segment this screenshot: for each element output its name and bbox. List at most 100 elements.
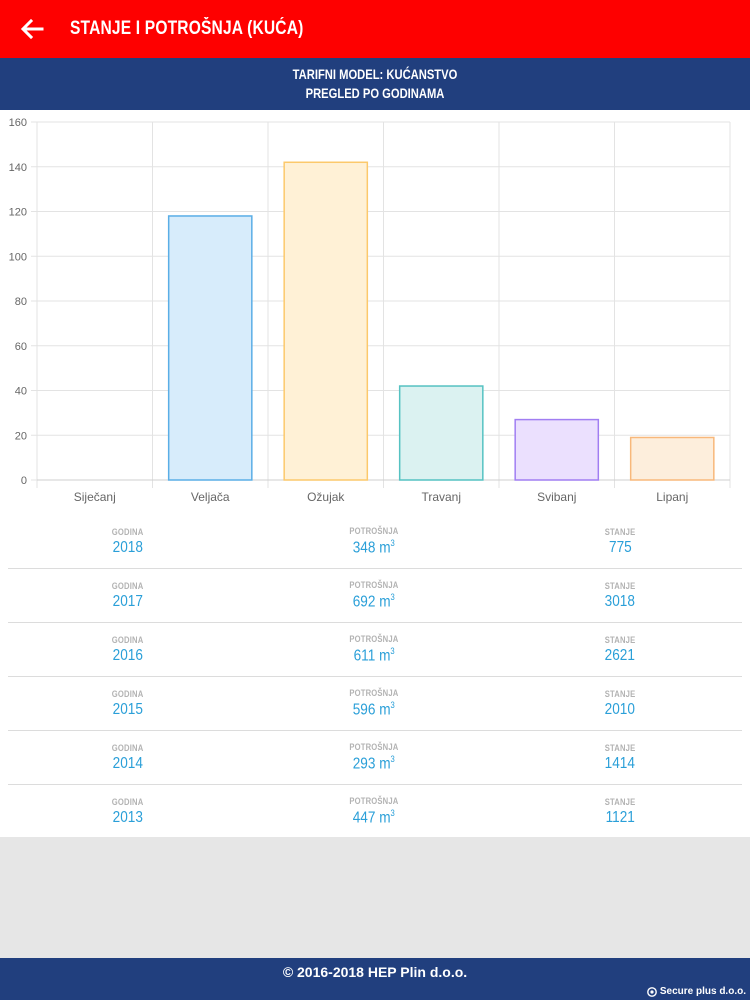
- table-row: GODINA 2016 POTROŠNJA 611 m3 STANJE 2621: [8, 623, 742, 677]
- y-tick-label: 80: [15, 296, 27, 308]
- state-cell: STANJE 1121: [520, 785, 720, 838]
- state-label: STANJE: [604, 526, 636, 537]
- unit: m: [379, 809, 391, 827]
- year-value: 2017: [112, 592, 144, 610]
- table-row: GODINA 2014 POTROŠNJA 293 m3 STANJE 1414: [8, 731, 742, 785]
- state-value: 1414: [604, 754, 636, 772]
- table-row: GODINA 2017 POTROŠNJA 692 m3 STANJE 3018: [8, 569, 742, 623]
- consumption-value: 611 m3: [353, 646, 394, 665]
- page-title: STANJE I POTROŠNJA (KUĆA): [70, 18, 304, 39]
- unit-exponent: 3: [390, 807, 396, 818]
- x-tick-label: Ožujak: [307, 490, 345, 504]
- back-button[interactable]: [0, 0, 64, 58]
- yearly-table: GODINA 2018 POTROŠNJA 348 m3 STANJE 775 GODINA…: [0, 515, 750, 837]
- y-tick-label: 40: [15, 386, 27, 398]
- consumption-value: 692 m3: [353, 592, 395, 611]
- unit-exponent: 3: [390, 699, 396, 710]
- consumption-label: POTROŠNJA: [349, 687, 399, 698]
- x-tick-label: Svibanj: [537, 490, 576, 504]
- consumption-value: 348 m3: [353, 538, 395, 557]
- consumption-number: 611: [353, 647, 376, 665]
- bar: [514, 418, 600, 481]
- consumption-value: 447 m3: [353, 808, 395, 827]
- unit-exponent: 3: [390, 753, 396, 764]
- state-value: 1121: [605, 808, 635, 826]
- year-label: GODINA: [112, 742, 144, 753]
- consumption-cell: POTROŠNJA 348 m3: [274, 515, 474, 568]
- state-value: 2621: [604, 646, 636, 664]
- year-cell: GODINA 2013: [28, 785, 228, 838]
- consumption-label: POTROŠNJA: [349, 795, 399, 806]
- unit: m: [378, 647, 391, 665]
- state-value: 775: [608, 538, 632, 556]
- state-cell: STANJE 3018: [520, 569, 720, 622]
- consumption-number: 293: [352, 755, 376, 773]
- year-cell: GODINA 2015: [28, 677, 228, 730]
- consumption-cell: POTROŠNJA 447 m3: [274, 785, 474, 838]
- table-row: GODINA 2015 POTROŠNJA 596 m3 STANJE 2010: [8, 677, 742, 731]
- consumption-value: 293 m3: [353, 754, 395, 773]
- x-tick-label: Lipanj: [656, 490, 688, 504]
- year-cell: GODINA 2018: [28, 515, 228, 568]
- consumption-cell: POTROŠNJA 596 m3: [274, 677, 474, 730]
- consumption-cell: POTROŠNJA 611 m3: [274, 623, 474, 676]
- bar: [629, 436, 715, 481]
- bar: [398, 385, 484, 481]
- year-label: GODINA: [112, 580, 144, 591]
- year-value: 2015: [112, 700, 144, 718]
- x-tick-label: Travanj: [421, 490, 461, 504]
- consumption-value: 596 m3: [353, 700, 395, 719]
- unit: m: [379, 593, 391, 611]
- year-label: GODINA: [112, 634, 144, 645]
- table-row: GODINA 2018 POTROŠNJA 348 m3 STANJE 775: [8, 515, 742, 569]
- state-label: STANJE: [604, 742, 636, 753]
- consumption-label: POTROŠNJA: [349, 579, 399, 590]
- year-cell: GODINA 2017: [28, 569, 228, 622]
- state-value: 3018: [604, 592, 636, 610]
- footer: © 2016-2018 HEP Plin d.o.o. Secure plus …: [0, 958, 750, 1000]
- year-value: 2018: [112, 538, 144, 556]
- state-cell: STANJE 1414: [520, 731, 720, 784]
- overview-label: PREGLED PO GODINAMA: [305, 85, 445, 101]
- y-tick-label: 100: [9, 251, 27, 263]
- arrow-left-icon: [20, 18, 44, 40]
- consumption-label: POTROŠNJA: [349, 525, 399, 536]
- bar: [283, 161, 369, 481]
- y-tick-label: 160: [9, 117, 27, 129]
- unit: m: [379, 539, 391, 557]
- state-label: STANJE: [604, 796, 636, 807]
- unit: m: [379, 701, 391, 719]
- copyright-text: © 2016-2018 HEP Plin d.o.o.: [282, 964, 468, 980]
- consumption-cell: POTROŠNJA 692 m3: [274, 569, 474, 622]
- year-cell: GODINA 2016: [28, 623, 228, 676]
- x-tick-label: Veljača: [191, 490, 230, 504]
- app-header: STANJE I POTROŠNJA (KUĆA): [0, 0, 750, 58]
- consumption-label: POTROŠNJA: [349, 741, 399, 752]
- tariff-banner: TARIFNI MODEL: KUĆANSTVO PREGLED PO GODI…: [0, 58, 750, 110]
- secure-credit: Secure plus d.o.o.: [646, 986, 746, 997]
- year-value: 2016: [112, 646, 144, 664]
- consumption-chart: 0 20 40 60 80 100 120 140 160 Siječanj Veljača Ožuj…: [0, 110, 750, 515]
- state-label: STANJE: [604, 634, 636, 645]
- y-tick-label: 0: [21, 475, 27, 487]
- y-tick-label: 120: [9, 207, 27, 219]
- state-label: STANJE: [604, 580, 636, 591]
- table-row: GODINA 2013 POTROŠNJA 447 m3 STANJE 1121: [8, 785, 742, 838]
- unit-exponent: 3: [390, 537, 396, 548]
- tariff-model-label: TARIFNI MODEL: KUĆANSTVO: [292, 66, 458, 82]
- unit-exponent: 3: [390, 645, 395, 656]
- y-tick-label: 60: [15, 341, 27, 353]
- year-value: 2014: [112, 754, 144, 772]
- state-cell: STANJE 2621: [520, 623, 720, 676]
- y-tick-label: 140: [9, 162, 27, 174]
- year-cell: GODINA 2014: [28, 731, 228, 784]
- unit-exponent: 3: [390, 591, 396, 602]
- secure-text: Secure plus d.o.o.: [659, 986, 746, 997]
- state-cell: STANJE 775: [520, 515, 720, 568]
- consumption-label: POTROŠNJA: [349, 633, 399, 644]
- consumption-number: 596: [352, 701, 376, 719]
- state-label: STANJE: [604, 688, 636, 699]
- year-label: GODINA: [112, 688, 144, 699]
- consumption-number: 447: [352, 809, 376, 827]
- year-label: GODINA: [112, 796, 144, 807]
